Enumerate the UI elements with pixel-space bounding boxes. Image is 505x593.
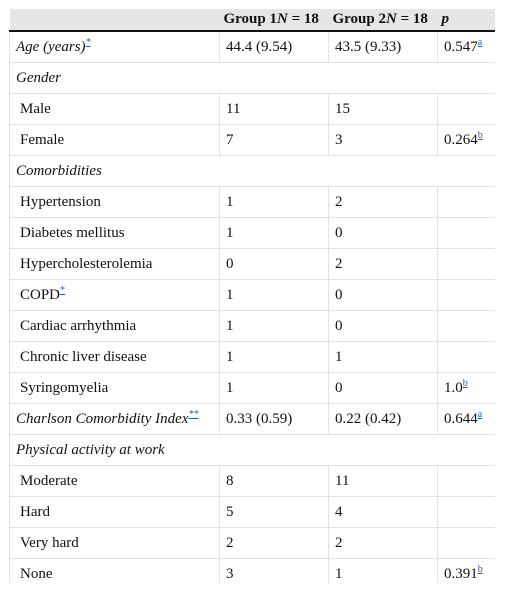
p-value-cell (437, 496, 495, 528)
row-label: Charlson Comorbidity Index** (9, 403, 220, 435)
group1-cell: 1 (219, 217, 329, 249)
table-row: Diabetes mellitus 1 0 (9, 217, 495, 249)
group1-cell: 7 (219, 124, 329, 156)
group1-cell: 2 (219, 527, 329, 559)
group2-cell: 0 (328, 310, 438, 342)
section-row: Comorbidities (9, 155, 495, 187)
p-value-cell (437, 248, 495, 280)
p-value-cell: 0.644a (437, 403, 495, 435)
group2-cell: 1 (328, 558, 438, 583)
group1-cell: 1 (219, 372, 329, 404)
footnote-link[interactable]: * (60, 284, 66, 296)
p-value-cell (437, 341, 495, 373)
header-group1: Group 1N = 18 (219, 9, 329, 32)
demographics-table: Group 1N = 18 Group 2N = 18 p Age (years… (9, 9, 495, 583)
table-row: Hypercholesterolemia 0 2 (9, 248, 495, 280)
group1-cell: 44.4 (9.54) (219, 31, 329, 63)
row-label: Hypercholesterolemia (9, 248, 220, 280)
group1-cell: 1 (219, 279, 329, 311)
row-label: Hypertension (9, 186, 220, 218)
section-heading: Gender (9, 62, 495, 94)
group1-cell: 3 (219, 558, 329, 583)
section-heading: Comorbidities (9, 155, 495, 187)
header-group2: Group 2N = 18 (328, 9, 438, 32)
section-heading: Physical activity at work (9, 434, 495, 466)
group2-cell: 0 (328, 217, 438, 249)
group2-cell: 0.22 (0.42) (328, 403, 438, 435)
table-row: Male 11 15 (9, 93, 495, 125)
group1-cell: 0 (219, 248, 329, 280)
p-value-cell (437, 279, 495, 311)
footnote-link[interactable]: b (477, 563, 483, 575)
group1-cell: 8 (219, 465, 329, 497)
group2-cell: 11 (328, 465, 438, 497)
p-value-cell (437, 217, 495, 249)
group2-cell: 3 (328, 124, 438, 156)
row-label: Female (9, 124, 220, 156)
row-label: Chronic liver disease (9, 341, 220, 373)
p-value-cell (437, 186, 495, 218)
table-header: Group 1N = 18 Group 2N = 18 p (9, 9, 495, 32)
group1-cell: 1 (219, 310, 329, 342)
table-row: Very hard 2 2 (9, 527, 495, 559)
group2-cell: 4 (328, 496, 438, 528)
group2-cell: 0 (328, 372, 438, 404)
section-row: Physical activity at work (9, 434, 495, 466)
table-row: Charlson Comorbidity Index** 0.33 (0.59)… (9, 403, 495, 435)
group1-cell: 1 (219, 186, 329, 218)
header-row: Group 1N = 18 Group 2N = 18 p (9, 9, 495, 32)
table-row: Hypertension 1 2 (9, 186, 495, 218)
p-value-cell (437, 465, 495, 497)
table-row: Hard 5 4 (9, 496, 495, 528)
row-label: Moderate (9, 465, 220, 497)
row-label: None (9, 558, 220, 583)
header-p-value: p (437, 9, 495, 32)
table-row: Age (years)* 44.4 (9.54) 43.5 (9.33) 0.5… (9, 31, 495, 63)
p-value-cell: 0.264b (437, 124, 495, 156)
row-label: COPD* (9, 279, 220, 311)
table-row: None 3 1 0.391b (9, 558, 495, 583)
group1-cell: 11 (219, 93, 329, 125)
group2-cell: 15 (328, 93, 438, 125)
p-value-cell: 0.547a (437, 31, 495, 63)
row-label: Very hard (9, 527, 220, 559)
p-value-cell: 1.0b (437, 372, 495, 404)
group2-cell: 2 (328, 186, 438, 218)
table-container: Group 1N = 18 Group 2N = 18 p Age (years… (9, 9, 495, 583)
group2-cell: 0 (328, 279, 438, 311)
p-value-cell (437, 527, 495, 559)
group2-cell: 2 (328, 248, 438, 280)
footnote-link[interactable]: a (477, 36, 483, 48)
group2-cell: 43.5 (9.33) (328, 31, 438, 63)
p-value-cell: 0.391b (437, 558, 495, 583)
header-empty-cell (9, 9, 220, 32)
group1-cell: 1 (219, 341, 329, 373)
p-value-cell (437, 93, 495, 125)
table-row: Moderate 8 11 (9, 465, 495, 497)
row-label: Diabetes mellitus (9, 217, 220, 249)
footnote-link[interactable]: ** (188, 408, 199, 420)
table-row: Syringomyelia 1 0 1.0b (9, 372, 495, 404)
row-label: Age (years)* (9, 31, 220, 63)
footnote-link[interactable]: b (477, 129, 483, 141)
row-label: Syringomyelia (9, 372, 220, 404)
row-label: Cardiac arrhythmia (9, 310, 220, 342)
table-row: Female 7 3 0.264b (9, 124, 495, 156)
group2-cell: 2 (328, 527, 438, 559)
section-row: Gender (9, 62, 495, 94)
p-value-cell (437, 310, 495, 342)
table-row: Cardiac arrhythmia 1 0 (9, 310, 495, 342)
footnote-link[interactable]: a (477, 408, 483, 420)
row-label: Hard (9, 496, 220, 528)
group1-cell: 0.33 (0.59) (219, 403, 329, 435)
table-row: Chronic liver disease 1 1 (9, 341, 495, 373)
footnote-link[interactable]: * (85, 36, 91, 48)
row-label: Male (9, 93, 220, 125)
footnote-link[interactable]: b (462, 377, 468, 389)
group2-cell: 1 (328, 341, 438, 373)
group1-cell: 5 (219, 496, 329, 528)
table-row: COPD* 1 0 (9, 279, 495, 311)
